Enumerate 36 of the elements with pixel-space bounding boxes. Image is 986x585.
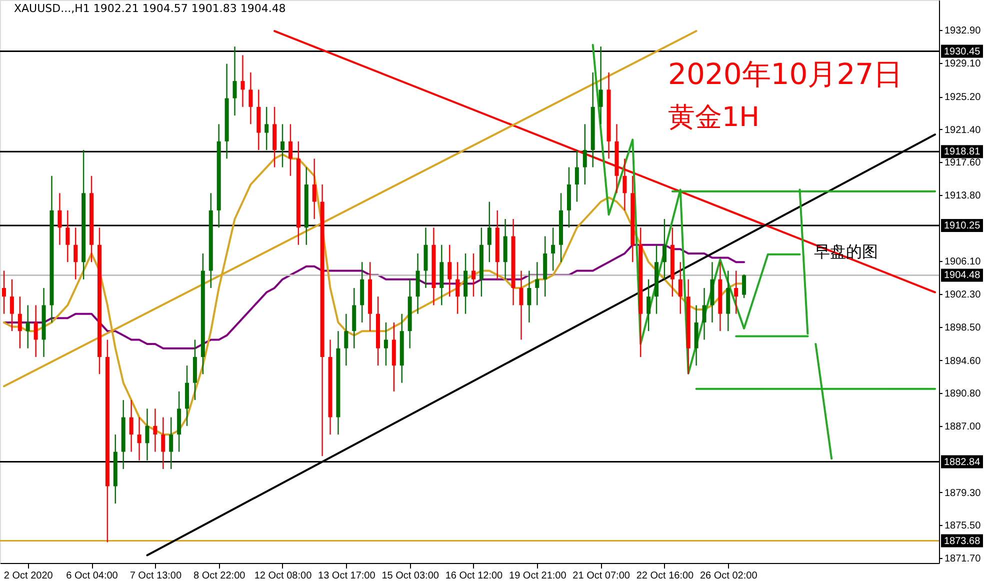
y-tick-label: 1871.70: [944, 553, 982, 564]
y-tick-label: 1929.10: [944, 58, 982, 70]
y-tick-label: 1906.10: [944, 256, 982, 268]
x-tick-label: 8 Oct 22:00: [193, 570, 246, 582]
ref-line-label: 1882.84: [944, 456, 981, 468]
ref-line-label: 1918.81: [944, 146, 981, 158]
annotation: 2020年10月27日: [668, 57, 903, 91]
y-tick-label: 1879.30: [944, 488, 982, 499]
ref-line-label: 1930.45: [944, 46, 981, 58]
annotation: XAUUSD...,H1 1902.21 1904.57 1901.83 1904.48: [14, 2, 286, 15]
x-tick-label: 26 Oct 02:00: [700, 570, 758, 582]
ref-line-label: 1873.68: [944, 536, 981, 547]
y-tick-label: 1932.90: [944, 26, 982, 37]
x-tick-label: 15 Oct 03:00: [382, 570, 440, 582]
y-tick-label: 1894.60: [944, 356, 982, 367]
y-tick-label: 1898.50: [944, 322, 982, 334]
x-tick-label: 6 Oct 04:00: [66, 570, 118, 582]
x-tick-label: 13 Oct 17:00: [318, 570, 376, 582]
x-tick-label: 7 Oct 13:00: [130, 570, 182, 582]
y-tick-label: 1921.40: [944, 124, 982, 136]
y-tick-label: 1887.00: [944, 421, 982, 432]
ref-line-label: 1904.48: [944, 270, 981, 282]
y-tick-label: 1925.20: [944, 92, 982, 104]
annotation: 黄金1H: [668, 102, 760, 133]
x-tick-label: 19 Oct 21:00: [509, 570, 567, 582]
x-tick-label: 16 Oct 12:00: [445, 570, 504, 582]
y-tick-label: 1917.60: [944, 158, 982, 169]
x-tick-label: 22 Oct 16:00: [636, 570, 694, 582]
x-tick-label: 2 Oct 2020: [4, 570, 54, 582]
ref-line-label: 1910.25: [944, 220, 981, 232]
y-tick-label: 1875.50: [944, 520, 982, 532]
y-tick-label: 1913.80: [944, 190, 982, 202]
y-tick-label: 1902.30: [944, 290, 982, 300]
x-tick-label: 12 Oct 08:00: [254, 570, 312, 582]
y-tick-label: 1890.80: [944, 388, 982, 400]
x-tick-label: 21 Oct 07:00: [572, 570, 630, 582]
